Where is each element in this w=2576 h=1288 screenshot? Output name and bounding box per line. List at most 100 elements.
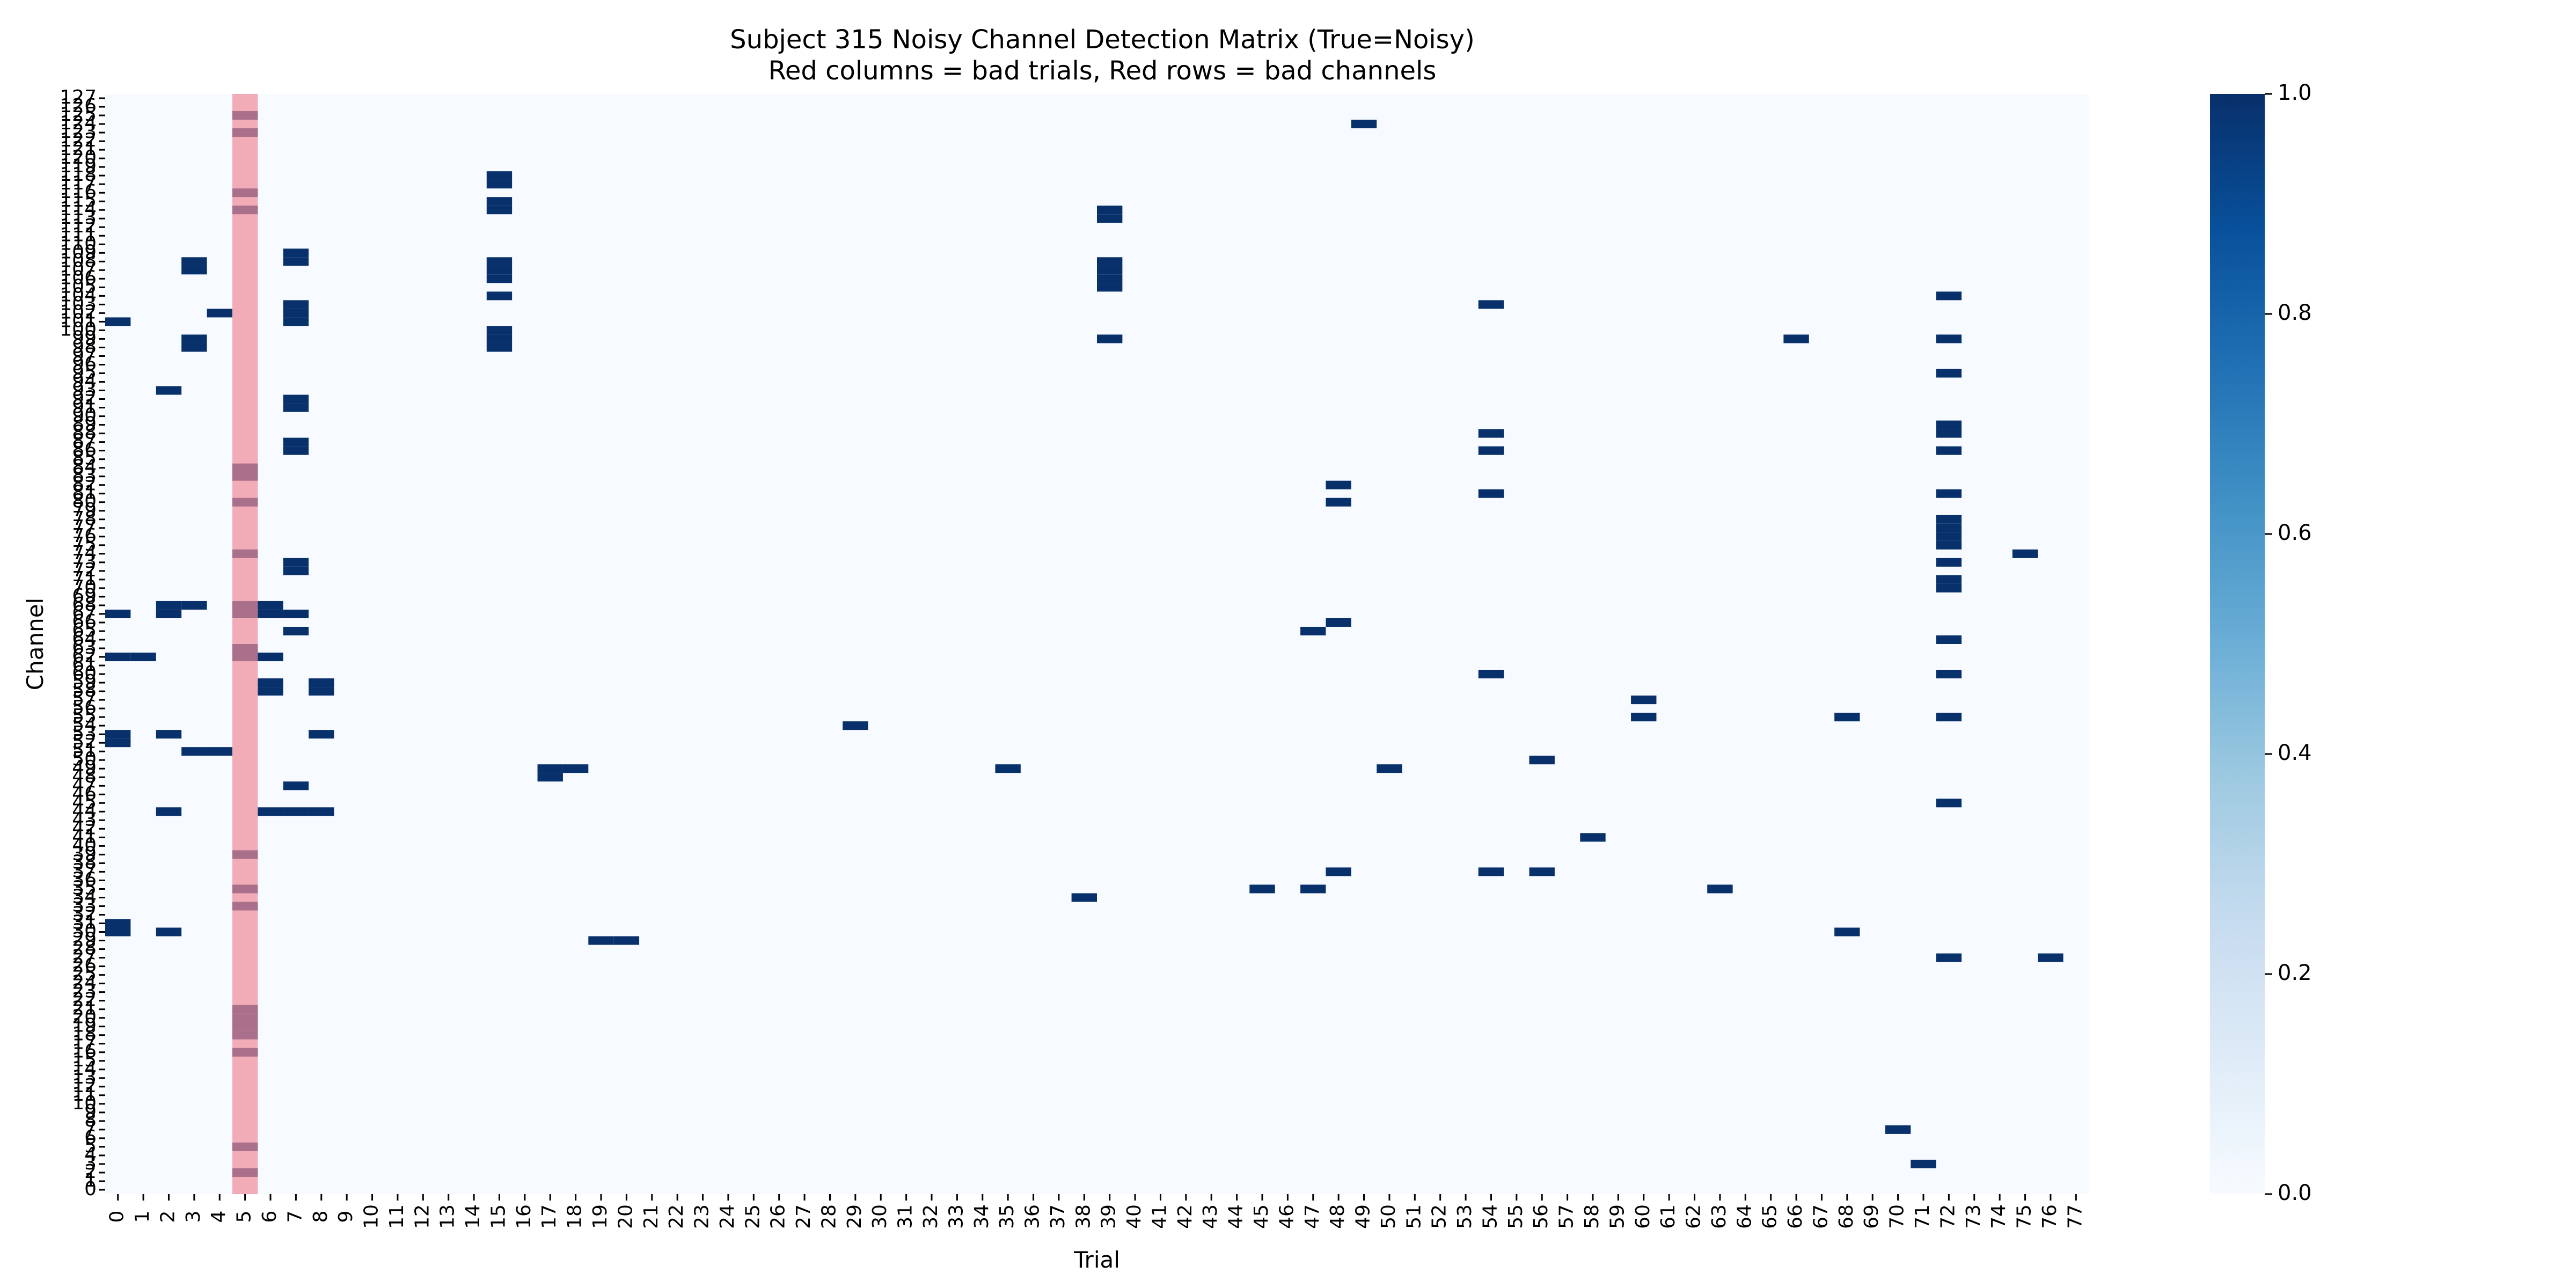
noisy-cell	[105, 738, 131, 748]
y-tick-label: 49	[72, 757, 97, 779]
y-tick-label: 4	[84, 1144, 97, 1166]
y-tick-label: 120	[60, 147, 97, 169]
x-tick-label: 44	[1225, 1204, 1247, 1229]
x-tick-label: 62	[1683, 1204, 1705, 1229]
y-tick-label: 123	[60, 121, 97, 143]
noisy-cell	[207, 747, 232, 756]
noisy-cell	[1936, 369, 1962, 378]
y-tick-label: 23	[72, 980, 97, 1002]
x-tick-label: 42	[1174, 1204, 1196, 1229]
noisy-cell	[283, 403, 309, 412]
noisy-cell	[843, 721, 868, 730]
y-tick-label: 58	[72, 679, 97, 701]
y-tick-label: 19	[72, 1015, 97, 1037]
y-tick-label: 52	[72, 731, 97, 753]
x-tick-label: 41	[1148, 1204, 1170, 1229]
x-tick-label: 16	[513, 1204, 535, 1229]
noisy-cell	[1097, 266, 1123, 275]
noisy-cell	[1478, 300, 1504, 309]
noisy-cell	[1326, 497, 1351, 507]
noisy-cell	[309, 687, 334, 696]
noisy-cell	[1529, 756, 1555, 765]
y-tick-label: 108	[60, 250, 97, 272]
y-tick-label: 13	[72, 1066, 97, 1088]
y-tick-label: 24	[72, 972, 97, 994]
x-tick-label: 45	[1250, 1204, 1272, 1229]
colorbar-tick-label: 0.8	[2278, 301, 2312, 325]
x-tick-label: 50	[1378, 1204, 1400, 1229]
noisy-cell	[156, 807, 182, 816]
x-tick-label: 24	[716, 1204, 738, 1229]
y-tick-label: 53	[72, 722, 97, 744]
y-tick-label: 54	[72, 714, 97, 736]
noisy-cell	[1326, 480, 1351, 489]
noisy-cell	[1936, 558, 1962, 567]
x-tick-label: 29	[844, 1204, 866, 1229]
y-tick-label: 2	[84, 1161, 97, 1183]
bad-trial-highlights	[232, 94, 258, 1194]
noisy-cell	[283, 437, 309, 447]
y-tick-label: 47	[72, 774, 97, 796]
noisy-cell	[283, 626, 309, 635]
y-tick-label: 15	[72, 1049, 97, 1071]
noisy-cell	[1936, 575, 1962, 584]
y-tick-label: 11	[72, 1084, 97, 1106]
noisy-cell	[1097, 283, 1123, 292]
x-tick-label: 67	[1810, 1204, 1832, 1229]
y-axis-ticks: 0123456789101112131415161718192021222324…	[60, 86, 105, 1200]
y-tick-label: 99	[72, 327, 97, 349]
y-tick-label: 68	[72, 594, 97, 616]
colorbar: 0.0 0.2 0.4 0.6 0.8 1.0	[2210, 80, 2312, 1205]
x-tick-label: 54	[1479, 1204, 1501, 1229]
y-tick-label: 122	[60, 129, 97, 151]
x-tick-label: 47	[1301, 1204, 1323, 1229]
y-tick-label: 21	[72, 998, 97, 1020]
noisy-cell	[130, 653, 156, 662]
noisy-cells	[105, 111, 2063, 1177]
noisy-cell	[283, 609, 309, 618]
noisy-cell	[486, 180, 513, 189]
noisy-cell	[181, 257, 207, 266]
noisy-cell	[156, 386, 182, 395]
noisy-cell	[1936, 713, 1962, 722]
x-tick-label: 19	[589, 1204, 611, 1229]
y-tick-label: 126	[60, 95, 97, 117]
x-tick-label: 1	[131, 1211, 153, 1223]
y-axis-label: Channel	[22, 598, 48, 690]
noisy-cell	[283, 317, 309, 326]
y-tick-label: 83	[72, 465, 97, 487]
noisy-cell	[1097, 274, 1123, 283]
y-tick-label: 30	[72, 920, 97, 942]
x-tick-label: 37	[1047, 1204, 1069, 1229]
noisy-cell	[105, 317, 131, 326]
y-tick-label: 27	[72, 946, 97, 968]
chart-subtitle: Red columns = bad trials, Red rows = bad…	[769, 56, 1437, 86]
y-tick-label: 5	[84, 1135, 97, 1157]
noisy-cell	[1071, 893, 1097, 902]
x-tick-label: 40	[1123, 1204, 1145, 1229]
colorbar-tick-label: 0.0	[2278, 1181, 2312, 1205]
y-tick-label: 101	[60, 310, 97, 332]
noisy-cell	[1478, 867, 1504, 876]
y-tick-label: 25	[72, 963, 97, 985]
x-tick-label: 33	[945, 1204, 967, 1229]
y-tick-label: 63	[72, 636, 97, 658]
y-tick-label: 71	[72, 568, 97, 590]
x-tick-label: 75	[2014, 1204, 2036, 1229]
x-tick-label: 51	[1403, 1204, 1425, 1229]
noisy-cell	[2038, 953, 2063, 962]
y-tick-label: 107	[60, 258, 97, 280]
y-tick-label: 127	[60, 86, 97, 108]
chart-title: Subject 315 Noisy Channel Detection Matr…	[730, 25, 1475, 55]
colorbar-ticks: 0.0 0.2 0.4 0.6 0.8 1.0	[2265, 80, 2312, 1205]
y-tick-label: 74	[72, 542, 97, 564]
noisy-cell	[309, 678, 334, 687]
y-tick-label: 43	[72, 808, 97, 830]
x-tick-label: 73	[1963, 1204, 1985, 1229]
x-tick-label: 71	[1912, 1204, 1934, 1229]
x-tick-label: 58	[1581, 1204, 1603, 1229]
y-tick-label: 26	[72, 955, 97, 977]
noisy-cell	[1097, 257, 1123, 266]
x-axis-label: Trial	[1073, 1247, 1120, 1273]
